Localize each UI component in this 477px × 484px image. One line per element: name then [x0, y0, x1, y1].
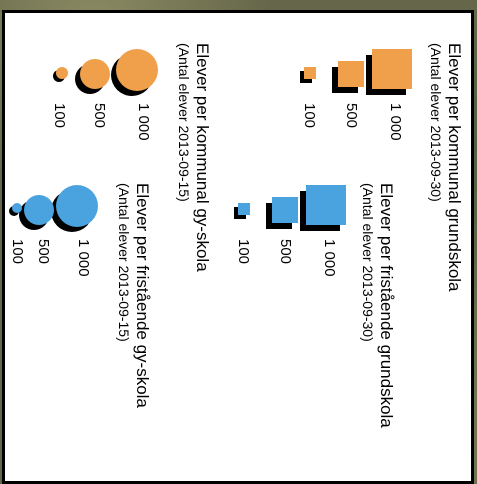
legend-label: 1 000 [387, 103, 404, 141]
legend-label: 500 [35, 239, 52, 265]
legend-panel: Elever per kommunal grundskola (Antal el… [2, 10, 474, 484]
symbol-square-small [238, 203, 250, 215]
legend-label: 100 [51, 103, 68, 129]
legend-label: 1 000 [75, 239, 92, 277]
legend-label: 1 000 [321, 239, 338, 277]
legend-title: Elever per kommunal grundskola [445, 43, 464, 292]
legend-title: Elever per kommunal gy-skola [193, 43, 212, 272]
legend-label: 100 [235, 239, 252, 265]
legend-subtitle: (Antal elever 2013-09-15) [116, 183, 132, 342]
legend-label: 100 [9, 239, 26, 265]
legend-label: 1 000 [135, 103, 152, 141]
legend-label: 500 [277, 239, 294, 265]
legend-subtitle: (Antal elever 2013-09-15) [176, 43, 192, 202]
symbol-square-small [304, 67, 316, 79]
symbol-square-large [372, 49, 412, 89]
symbol-square-medium [338, 61, 364, 87]
symbol-circle-small [12, 203, 22, 213]
legend-title: Elever per fristående grundskola [377, 183, 396, 428]
legend-label: 500 [343, 103, 360, 129]
legend-title: Elever per fristående gy-skola [133, 183, 152, 408]
symbol-circle-large [116, 49, 158, 91]
symbol-circle-large [56, 185, 98, 227]
legend-label: 500 [91, 103, 108, 129]
symbol-circle-small [56, 67, 68, 79]
symbol-circle-medium [80, 59, 110, 89]
symbol-square-medium [272, 197, 298, 223]
legend-subtitle: (Antal elever 2013-09-30) [360, 183, 376, 342]
legend-label: 100 [301, 103, 318, 129]
symbol-square-large [306, 185, 346, 225]
symbol-circle-medium [24, 195, 54, 225]
legend-subtitle: (Antal elever 2013-09-30) [428, 43, 444, 202]
legend-rotated-content: Elever per kommunal grundskola (Antal el… [9, 13, 470, 481]
